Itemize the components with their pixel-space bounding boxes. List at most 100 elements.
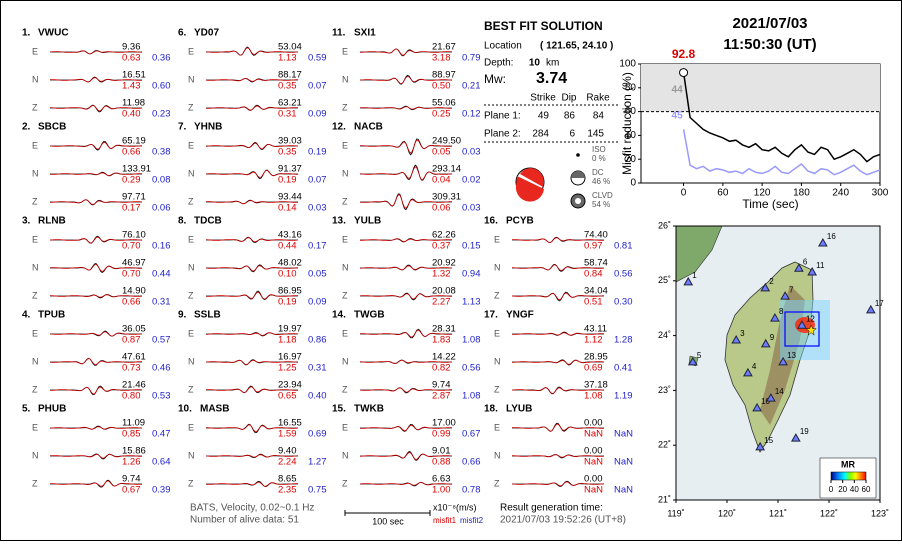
misfit2: 0.31 (152, 297, 171, 308)
amplitude: 48.02 (278, 258, 302, 269)
misfit-line (682, 72, 881, 163)
y-tick-label: 0 (630, 178, 636, 189)
component-label: E (32, 422, 38, 432)
misfit2: 0.09 (308, 109, 327, 120)
depth-unit: km (546, 58, 559, 69)
misfit1: 0.70 (122, 269, 141, 280)
waveform-synthetic (49, 199, 143, 205)
amplitude: 9.74 (432, 380, 451, 391)
waveform-synthetic (205, 359, 299, 366)
x-tick-label: 300 (872, 188, 889, 199)
amplitude: 34.04 (584, 286, 608, 297)
component-label: N (188, 168, 195, 178)
waveform-synthetic (49, 426, 143, 430)
misfit2: 0.47 (152, 429, 171, 440)
waveform-synthetic (511, 332, 604, 336)
misfit1: 0.25 (432, 109, 451, 120)
component-label: Z (32, 102, 38, 112)
misfit2: 0.66 (462, 457, 481, 468)
station-name: VWUC (38, 28, 69, 39)
plane-value: 84 (593, 111, 605, 122)
station-index: 4. (22, 310, 31, 321)
misfit2: 0.67 (462, 429, 481, 440)
misfit2: 0.69 (308, 429, 327, 440)
waveform-synthetic (49, 50, 143, 55)
component-name: DC (592, 168, 604, 177)
waveform-synthetic (205, 332, 299, 336)
y-tick-label: 40 (625, 130, 637, 141)
misfit1: 0.97 (584, 241, 603, 252)
misfit1: 1.08 (584, 391, 603, 402)
amplitude: 9.74 (122, 474, 141, 485)
plane-value: 49 (538, 111, 550, 122)
component-label: Z (32, 196, 38, 206)
misfit1: 0.04 (432, 175, 451, 186)
misfit2: 0.60 (152, 81, 171, 92)
waveform-synthetic (360, 424, 453, 432)
misfit2: 0.75 (308, 485, 327, 496)
station-marker (865, 304, 876, 314)
station-index: 3. (22, 216, 31, 227)
component-label: E (188, 140, 194, 150)
colorbar-label: 40 (850, 485, 859, 494)
station-index: 1. (22, 28, 31, 39)
epicenter (805, 324, 817, 336)
waveform-synthetic (205, 170, 299, 179)
waveform-synthetic (49, 294, 143, 298)
station-name: TWGB (354, 310, 385, 321)
misfit2: 0.59 (308, 53, 327, 64)
misfit2: 0.78 (462, 485, 481, 496)
misfit2: 0.36 (152, 53, 171, 64)
amplitude: 16.97 (278, 352, 302, 363)
misfit2: 0.03 (462, 147, 481, 158)
station-label: 3 (740, 329, 745, 338)
station-index: 18. (484, 404, 498, 415)
lat-label: 23˚ (658, 385, 671, 395)
misfit1: 0.70 (122, 241, 141, 252)
station-name: SSLB (194, 310, 221, 321)
component-name: ISO (592, 145, 606, 154)
colorbar-label: 60 (862, 485, 871, 494)
x-tick-label: 0 (681, 188, 687, 199)
misfit2: 0.46 (152, 363, 171, 374)
misfit1: 1.18 (278, 335, 297, 346)
misfit2: 0.15 (462, 241, 481, 252)
misfit-line (682, 129, 881, 176)
waveform-synthetic (359, 265, 453, 271)
station-index: 15. (332, 404, 346, 415)
misfit2: 0.07 (308, 175, 327, 186)
misfit1-key: misfit1 (433, 516, 457, 525)
misfit1: 2.27 (432, 297, 451, 308)
station-label: 9 (770, 333, 775, 342)
waveform-synthetic (49, 358, 142, 366)
plane-value: 145 (587, 129, 604, 140)
misfit2: 0.05 (308, 269, 327, 280)
misfit1: 3.18 (432, 53, 451, 64)
station-marker (807, 267, 818, 276)
table-header: Rake (586, 93, 610, 104)
misfit1: 1.32 (432, 269, 451, 280)
station-marker (687, 356, 698, 366)
misfit2: 0.17 (308, 241, 327, 252)
amplitude: 9.36 (122, 42, 141, 53)
station-name: PCYB (506, 216, 534, 227)
waveform-synthetic (206, 105, 299, 111)
amplitude: 76.10 (122, 230, 146, 241)
misfit2: 1.08 (462, 335, 481, 346)
component-label: Z (32, 384, 38, 394)
waveform-synthetic (49, 77, 142, 83)
misfit1: 0.37 (432, 241, 451, 252)
amplitude: 37.18 (584, 380, 608, 391)
amplitude: 14.90 (122, 286, 146, 297)
misfit1: 1.26 (122, 457, 141, 468)
waveform-synthetic (205, 481, 298, 487)
y-tick-label: 20 (625, 154, 637, 165)
misfit2: 0.07 (308, 81, 327, 92)
depth: 10 (529, 58, 541, 69)
waveform-synthetic (359, 387, 453, 393)
best-marker (679, 68, 689, 78)
table-header: Strike (530, 93, 556, 104)
misfit2: 0.57 (152, 335, 171, 346)
waveform-synthetic (49, 453, 143, 459)
amplitude: 88.97 (432, 70, 456, 81)
